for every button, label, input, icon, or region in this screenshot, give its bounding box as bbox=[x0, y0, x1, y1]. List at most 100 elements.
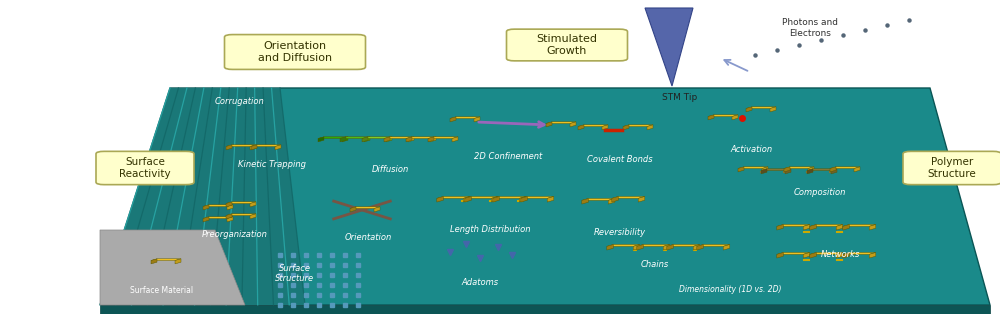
Polygon shape bbox=[807, 169, 813, 174]
Text: Orientation
and Diffusion: Orientation and Diffusion bbox=[258, 41, 332, 63]
Polygon shape bbox=[777, 252, 783, 258]
Polygon shape bbox=[203, 205, 209, 210]
Polygon shape bbox=[784, 167, 814, 169]
Polygon shape bbox=[623, 125, 653, 127]
Polygon shape bbox=[810, 225, 816, 230]
Polygon shape bbox=[226, 214, 256, 215]
Polygon shape bbox=[151, 259, 181, 261]
Polygon shape bbox=[350, 207, 356, 212]
Text: Covalent Bonds: Covalent Bonds bbox=[587, 155, 653, 164]
Polygon shape bbox=[582, 198, 588, 204]
Polygon shape bbox=[831, 169, 837, 174]
Polygon shape bbox=[318, 137, 324, 142]
Text: Surface
Reactivity: Surface Reactivity bbox=[119, 157, 171, 179]
Polygon shape bbox=[227, 217, 233, 222]
Text: Diffusion: Diffusion bbox=[371, 165, 409, 174]
Polygon shape bbox=[275, 145, 281, 150]
Polygon shape bbox=[667, 245, 673, 250]
Text: Corrugation: Corrugation bbox=[215, 97, 265, 106]
Polygon shape bbox=[663, 245, 670, 250]
Text: Kinetic Trapping: Kinetic Trapping bbox=[238, 160, 306, 169]
Text: Preorganization: Preorganization bbox=[202, 230, 268, 239]
Polygon shape bbox=[784, 167, 790, 172]
Polygon shape bbox=[386, 137, 392, 142]
Polygon shape bbox=[810, 252, 816, 258]
Polygon shape bbox=[546, 122, 552, 127]
Polygon shape bbox=[474, 117, 480, 122]
Polygon shape bbox=[100, 305, 990, 314]
Polygon shape bbox=[810, 252, 843, 254]
Polygon shape bbox=[463, 197, 470, 202]
Polygon shape bbox=[746, 107, 776, 109]
Polygon shape bbox=[100, 230, 245, 305]
Text: Orientation: Orientation bbox=[344, 233, 392, 242]
Polygon shape bbox=[250, 214, 256, 219]
Polygon shape bbox=[582, 198, 615, 200]
Polygon shape bbox=[843, 225, 876, 226]
Polygon shape bbox=[738, 167, 744, 172]
Polygon shape bbox=[697, 245, 730, 246]
Polygon shape bbox=[732, 115, 738, 120]
Text: Activation: Activation bbox=[731, 145, 773, 154]
Polygon shape bbox=[318, 137, 348, 138]
Polygon shape bbox=[364, 137, 370, 142]
Polygon shape bbox=[430, 137, 436, 142]
FancyBboxPatch shape bbox=[506, 29, 628, 61]
Polygon shape bbox=[226, 145, 256, 147]
Polygon shape bbox=[521, 197, 554, 198]
Polygon shape bbox=[843, 252, 849, 258]
Polygon shape bbox=[374, 207, 380, 212]
Polygon shape bbox=[203, 217, 209, 222]
Polygon shape bbox=[250, 202, 256, 207]
Polygon shape bbox=[100, 88, 305, 305]
Polygon shape bbox=[637, 245, 670, 246]
Polygon shape bbox=[546, 122, 576, 123]
FancyBboxPatch shape bbox=[903, 151, 1000, 185]
Polygon shape bbox=[843, 252, 876, 254]
Polygon shape bbox=[226, 202, 256, 203]
Polygon shape bbox=[450, 117, 456, 122]
Text: Reversibility: Reversibility bbox=[594, 228, 646, 237]
Polygon shape bbox=[578, 125, 608, 127]
Polygon shape bbox=[830, 167, 860, 169]
Polygon shape bbox=[384, 137, 414, 138]
Polygon shape bbox=[602, 125, 608, 130]
Polygon shape bbox=[761, 169, 767, 174]
Polygon shape bbox=[408, 137, 414, 142]
FancyBboxPatch shape bbox=[96, 151, 194, 185]
Polygon shape bbox=[493, 197, 526, 198]
Text: STM Tip: STM Tip bbox=[662, 93, 698, 102]
Polygon shape bbox=[762, 167, 768, 172]
Polygon shape bbox=[746, 107, 752, 112]
Polygon shape bbox=[607, 245, 613, 250]
Polygon shape bbox=[810, 225, 843, 226]
Polygon shape bbox=[693, 245, 700, 250]
Polygon shape bbox=[491, 197, 498, 202]
Text: Chains: Chains bbox=[641, 260, 669, 269]
Text: Dimensionality (1D vs. 2D): Dimensionality (1D vs. 2D) bbox=[679, 285, 781, 294]
Polygon shape bbox=[869, 225, 876, 230]
Polygon shape bbox=[340, 137, 370, 138]
Text: Adatoms: Adatoms bbox=[461, 278, 499, 287]
Polygon shape bbox=[203, 205, 233, 207]
Polygon shape bbox=[607, 245, 640, 246]
Polygon shape bbox=[437, 197, 470, 198]
Polygon shape bbox=[612, 197, 618, 202]
Polygon shape bbox=[251, 145, 257, 150]
Text: 2D Confinement: 2D Confinement bbox=[474, 152, 542, 161]
Polygon shape bbox=[251, 145, 281, 147]
Polygon shape bbox=[340, 137, 346, 142]
Polygon shape bbox=[547, 197, 554, 202]
Polygon shape bbox=[250, 145, 256, 150]
FancyBboxPatch shape bbox=[224, 35, 366, 69]
Polygon shape bbox=[785, 169, 791, 174]
Polygon shape bbox=[637, 245, 643, 250]
Polygon shape bbox=[406, 137, 436, 138]
Polygon shape bbox=[770, 107, 776, 112]
Polygon shape bbox=[437, 197, 443, 202]
Polygon shape bbox=[667, 245, 700, 246]
Polygon shape bbox=[362, 137, 368, 142]
Polygon shape bbox=[836, 225, 843, 230]
Polygon shape bbox=[830, 167, 836, 172]
Polygon shape bbox=[362, 137, 392, 138]
